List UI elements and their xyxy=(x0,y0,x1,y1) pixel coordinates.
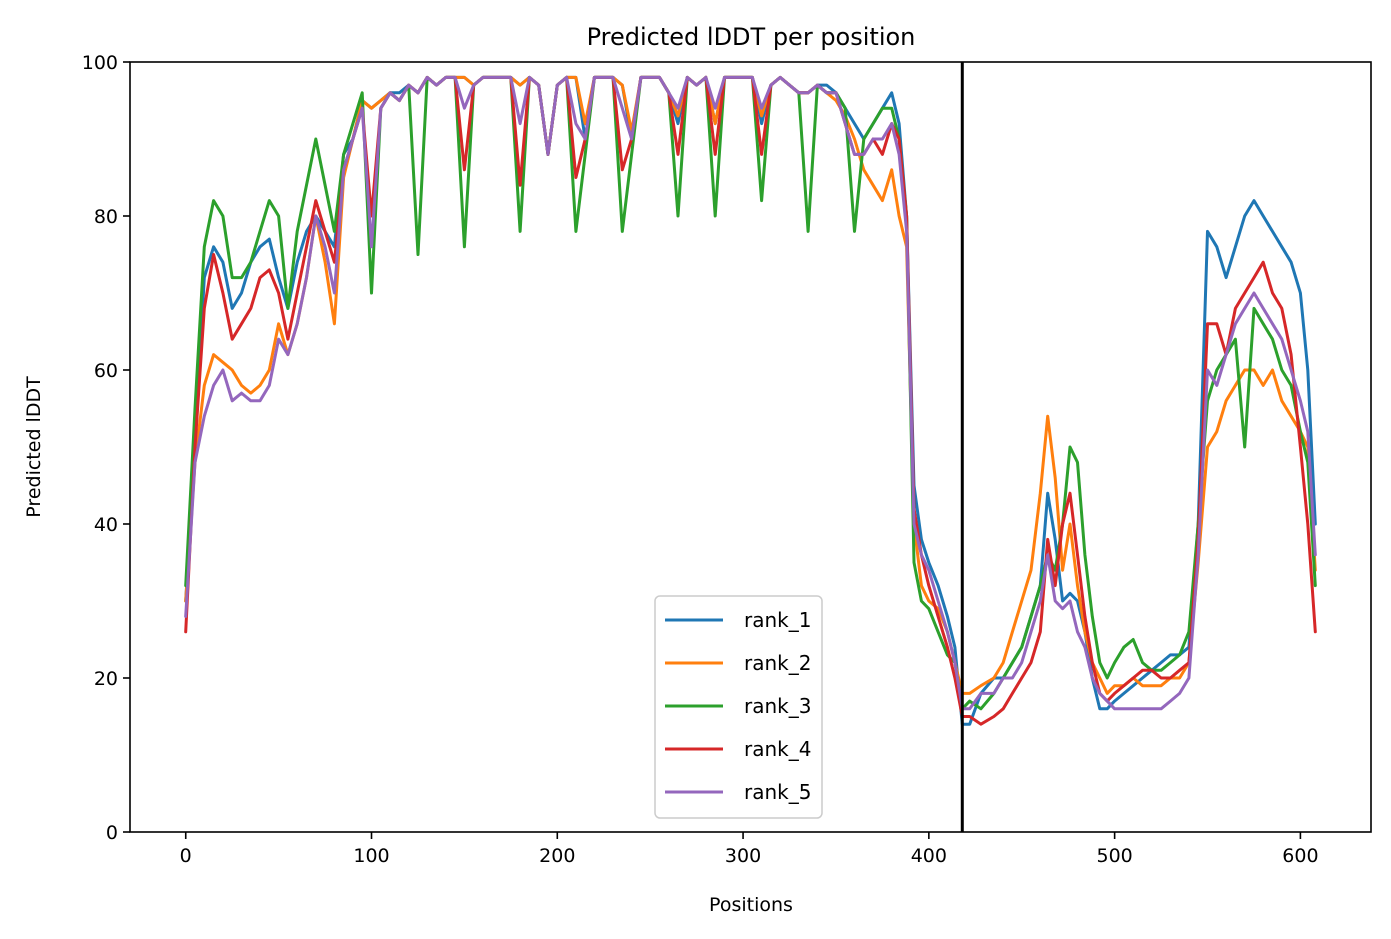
plot-frame xyxy=(129,61,1372,833)
plot-series xyxy=(184,75,1317,726)
series-line-rank-5 xyxy=(184,75,1317,711)
legend-label-rank-2: rank_2 xyxy=(744,651,811,675)
y-tick-label: 100 xyxy=(82,52,118,74)
y-tick-label: 20 xyxy=(94,668,118,690)
x-axis-label: Positions xyxy=(709,894,793,916)
chart-title: Predicted lDDT per position xyxy=(587,23,916,51)
x-tick-label: 100 xyxy=(353,845,389,867)
y-tick-label: 80 xyxy=(94,206,118,228)
y-axis: 0 20 40 60 80 100 xyxy=(82,52,130,844)
legend-box xyxy=(654,595,823,819)
y-tick-label: 60 xyxy=(94,360,118,382)
x-tick-label: 0 xyxy=(180,845,192,867)
y-tick-label: 40 xyxy=(94,514,118,536)
legend-label-rank-1: rank_1 xyxy=(744,608,811,632)
legend: rank_1 rank_2 rank_3 rank_4 rank_5 xyxy=(654,595,823,819)
y-tick-label: 0 xyxy=(106,822,118,844)
x-axis: 0 100 200 300 400 500 600 xyxy=(180,832,1319,867)
x-tick-label: 600 xyxy=(1282,845,1318,867)
y-axis-label: Predicted lDDT xyxy=(23,376,45,518)
x-tick-label: 300 xyxy=(725,845,761,867)
x-tick-label: 500 xyxy=(1096,845,1132,867)
x-tick-label: 400 xyxy=(911,845,947,867)
legend-label-rank-3: rank_3 xyxy=(744,694,811,718)
legend-label-rank-4: rank_4 xyxy=(744,737,811,761)
x-tick-label: 200 xyxy=(539,845,575,867)
legend-label-rank-5: rank_5 xyxy=(744,780,811,804)
